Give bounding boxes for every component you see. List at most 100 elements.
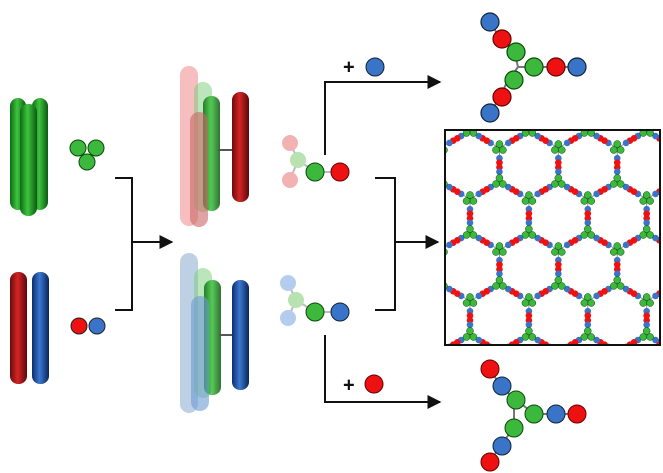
lattice-bead xyxy=(387,344,394,351)
lattice-node xyxy=(382,147,389,154)
lattice-bead xyxy=(387,286,394,293)
lattice-bead xyxy=(408,215,415,222)
lattice-node xyxy=(441,79,448,86)
lattice-bead xyxy=(475,292,483,300)
lattice-edge xyxy=(558,437,587,454)
lattice-node xyxy=(434,147,441,154)
lattice-bead xyxy=(446,183,453,191)
lattice-bead xyxy=(643,414,650,421)
molecule-bottom xyxy=(280,275,350,326)
lattice-node xyxy=(434,249,441,256)
lattice-bead xyxy=(467,419,474,426)
lattice-edge xyxy=(382,386,411,403)
lattice-bead xyxy=(420,339,427,346)
lattice-node xyxy=(463,436,470,443)
lattice-bead xyxy=(534,234,542,242)
lattice-edge xyxy=(588,80,617,97)
lattice-node xyxy=(463,96,470,103)
lattice-bead xyxy=(408,104,415,111)
lattice-node xyxy=(610,180,618,188)
lattice-bead xyxy=(597,441,604,448)
lattice-bead xyxy=(425,341,432,348)
lattice-node xyxy=(558,385,565,392)
lattice-bead xyxy=(584,219,592,227)
lattice-node xyxy=(375,181,382,188)
lattice-node xyxy=(643,90,650,97)
lattice-bead xyxy=(652,336,659,344)
lattice-node xyxy=(378,277,385,284)
lattice-edge xyxy=(558,386,587,403)
lattice-edge xyxy=(647,80,663,97)
lattice-bead xyxy=(572,392,579,399)
lattice-node xyxy=(441,385,448,392)
lattice-node xyxy=(525,396,532,403)
green-helix-bundle xyxy=(10,98,48,216)
lattice-edge xyxy=(588,437,617,454)
lattice-edge xyxy=(646,191,659,200)
lattice-bead xyxy=(534,336,542,344)
lattice-bead xyxy=(572,86,579,93)
lattice-bead xyxy=(378,261,385,268)
lattice-bead xyxy=(564,446,571,453)
lattice-node xyxy=(643,430,650,437)
lattice-bead xyxy=(378,359,385,366)
lattice-node xyxy=(404,232,411,239)
lattice-node xyxy=(411,300,418,307)
lattice-edge xyxy=(411,131,440,148)
lattice-bead xyxy=(420,86,427,93)
lattice-node xyxy=(613,242,621,250)
lattice-node xyxy=(470,436,477,443)
lattice-bead xyxy=(408,410,415,417)
lattice-bead xyxy=(508,341,516,344)
lattice-bead xyxy=(408,308,415,315)
lattice-bead xyxy=(643,219,650,227)
product-bottom xyxy=(480,359,587,472)
lattice-bead xyxy=(542,443,549,450)
lattice-bead xyxy=(387,242,394,249)
lattice-bead xyxy=(555,359,562,366)
lattice-bead xyxy=(395,339,402,346)
lattice-bead xyxy=(378,271,385,278)
lattice-bead xyxy=(555,261,562,268)
lattice-bead xyxy=(506,343,510,344)
lattice-bead xyxy=(395,290,402,297)
lattice-bead xyxy=(446,139,453,147)
lattice-node xyxy=(584,430,591,437)
lattice-node xyxy=(378,141,385,148)
lattice-bead xyxy=(466,321,474,329)
lattice-bead xyxy=(534,132,542,140)
red-blue-helices xyxy=(10,272,49,384)
lattice-bead xyxy=(555,363,562,370)
lattice-node xyxy=(404,334,411,341)
lattice-bead xyxy=(563,241,571,249)
lattice-bead xyxy=(428,344,435,351)
lattice-bead xyxy=(408,414,415,421)
lattice-bead xyxy=(446,446,453,453)
honeycomb-lattice xyxy=(375,73,663,454)
lattice-node xyxy=(437,73,444,80)
lattice-bead xyxy=(417,439,424,446)
lattice-bead xyxy=(458,89,465,96)
lattice-bead xyxy=(526,118,533,125)
lattice-bead xyxy=(576,395,583,402)
lattice-bead xyxy=(425,288,432,295)
lattice-bead xyxy=(627,390,634,397)
lattice-node xyxy=(378,243,385,250)
lattice-bead xyxy=(526,424,533,431)
lattice-edge xyxy=(382,182,411,199)
lattice-edge xyxy=(529,437,558,454)
lattice-bead xyxy=(420,290,427,297)
lattice-bead xyxy=(387,140,394,147)
lattice-node xyxy=(437,345,444,352)
lattice-edge xyxy=(411,335,440,352)
lattice-node xyxy=(462,197,471,205)
assembly-top xyxy=(180,66,249,227)
lattice-bead xyxy=(496,159,503,166)
lattice-bead xyxy=(546,446,553,453)
lattice-bead xyxy=(605,446,612,453)
lattice-bead xyxy=(525,210,533,217)
lattice-bead xyxy=(378,169,385,176)
lattice-bead xyxy=(534,439,541,446)
lattice-bead xyxy=(538,392,545,399)
lattice-bead xyxy=(643,419,650,426)
